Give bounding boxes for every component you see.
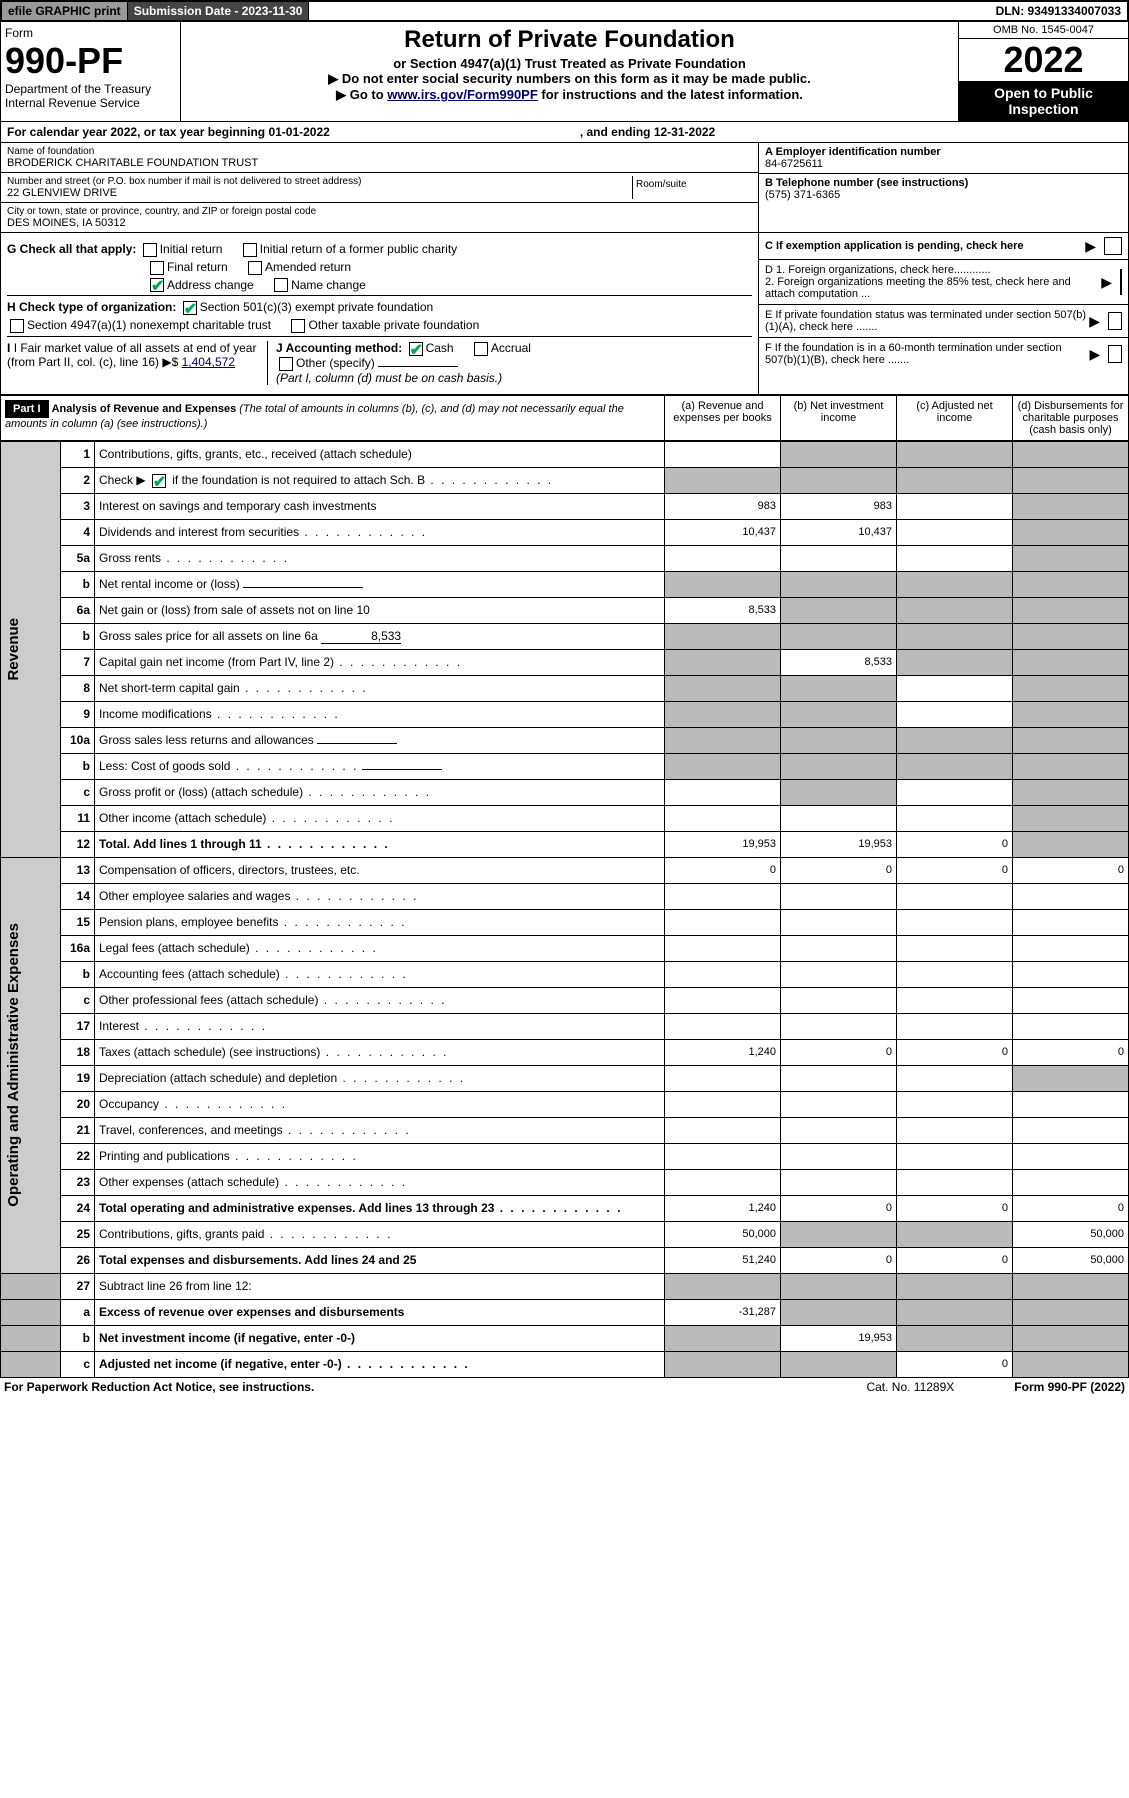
- initial-former-check[interactable]: [243, 243, 257, 257]
- room-label: Room/suite: [633, 176, 752, 193]
- e-check[interactable]: [1108, 312, 1122, 330]
- form-ref: Form 990-PF (2022): [1014, 1380, 1125, 1394]
- part1-table: Revenue 1Contributions, gifts, grants, e…: [0, 441, 1129, 1378]
- ein-label: A Employer identification number: [765, 146, 1122, 158]
- city: DES MOINES, IA 50312: [7, 217, 752, 229]
- form-subtitle: or Section 4947(a)(1) Trust Treated as P…: [185, 56, 954, 71]
- col-c: (c) Adjusted net income: [896, 396, 1012, 440]
- cat-no: Cat. No. 11289X: [866, 1380, 954, 1394]
- g-row: G Check all that apply: Initial return I…: [7, 242, 752, 257]
- pra-notice: For Paperwork Reduction Act Notice, see …: [4, 1380, 314, 1394]
- e-terminated: E If private foundation status was termi…: [759, 305, 1128, 338]
- fmv-value[interactable]: 1,404,572: [182, 355, 235, 369]
- initial-return-check[interactable]: [143, 243, 157, 257]
- irs-link[interactable]: www.irs.gov/Form990PF: [387, 87, 538, 102]
- schb-check[interactable]: [152, 474, 166, 488]
- 4947-check[interactable]: [10, 319, 24, 333]
- other-taxable-check[interactable]: [291, 319, 305, 333]
- 501c3-check[interactable]: [183, 301, 197, 315]
- foundation-info: Name of foundation BRODERICK CHARITABLE …: [0, 143, 1129, 233]
- address: 22 GLENVIEW DRIVE: [7, 187, 632, 199]
- col-a: (a) Revenue and expenses per books: [664, 396, 780, 440]
- form-number: 990-PF: [5, 40, 176, 82]
- amended-return-check[interactable]: [248, 261, 262, 275]
- irs-label: Internal Revenue Service: [5, 96, 176, 110]
- dept-treasury: Department of the Treasury: [5, 82, 176, 96]
- cash-basis-note: (Part I, column (d) must be on cash basi…: [276, 371, 752, 385]
- col-d: (d) Disbursements for charitable purpose…: [1012, 396, 1128, 440]
- h-row: H Check type of organization: Section 50…: [7, 295, 752, 315]
- f-check[interactable]: [1108, 345, 1122, 363]
- col-b: (b) Net investment income: [780, 396, 896, 440]
- goto-note: ▶ Go to www.irs.gov/Form990PF for instru…: [185, 87, 954, 103]
- name-change-check[interactable]: [274, 278, 288, 292]
- efile-print-button[interactable]: efile GRAPHIC print: [2, 2, 128, 20]
- d2-check[interactable]: [1120, 281, 1122, 295]
- form-title: Return of Private Foundation: [185, 26, 954, 54]
- address-label: Number and street (or P.O. box number if…: [7, 176, 632, 187]
- form-label: Form: [5, 26, 176, 40]
- telephone: (575) 371-6365: [765, 189, 1122, 201]
- part1-badge: Part I: [5, 400, 49, 418]
- tel-label: B Telephone number (see instructions): [765, 177, 1122, 189]
- omb-number: OMB No. 1545-0047: [959, 22, 1128, 39]
- other-method-check[interactable]: [279, 357, 293, 371]
- submission-date: Submission Date - 2023-11-30: [128, 2, 310, 20]
- calendar-year-row: For calendar year 2022, or tax year begi…: [0, 122, 1129, 143]
- tax-year: 2022: [959, 39, 1128, 81]
- part1-header: Part I Analysis of Revenue and Expenses …: [0, 395, 1129, 441]
- address-change-check[interactable]: [150, 278, 164, 292]
- revenue-label: Revenue: [5, 618, 22, 681]
- city-label: City or town, state or province, country…: [7, 206, 752, 217]
- top-bar: efile GRAPHIC print Submission Date - 20…: [0, 0, 1129, 22]
- f-60month: F If the foundation is in a 60-month ter…: [759, 338, 1128, 370]
- cash-check[interactable]: [409, 342, 423, 356]
- name-label: Name of foundation: [7, 146, 752, 157]
- foundation-name: BRODERICK CHARITABLE FOUNDATION TRUST: [7, 157, 752, 169]
- final-return-check[interactable]: [150, 261, 164, 275]
- ein: 84-6725611: [765, 158, 1122, 170]
- c-check[interactable]: [1104, 237, 1122, 255]
- c-pending: C If exemption application is pending, c…: [759, 233, 1128, 260]
- check-section: G Check all that apply: Initial return I…: [0, 233, 1129, 395]
- footer: For Paperwork Reduction Act Notice, see …: [0, 1378, 1129, 1396]
- expenses-label: Operating and Administrative Expenses: [5, 923, 22, 1207]
- dln: DLN: 93491334007033: [990, 2, 1127, 20]
- d1-foreign: D 1. Foreign organizations, check here..…: [759, 260, 1128, 305]
- accrual-check[interactable]: [474, 342, 488, 356]
- ssn-note: ▶ Do not enter social security numbers o…: [185, 71, 954, 87]
- open-inspection: Open to Public Inspection: [959, 81, 1128, 121]
- form-header: Form 990-PF Department of the Treasury I…: [0, 22, 1129, 122]
